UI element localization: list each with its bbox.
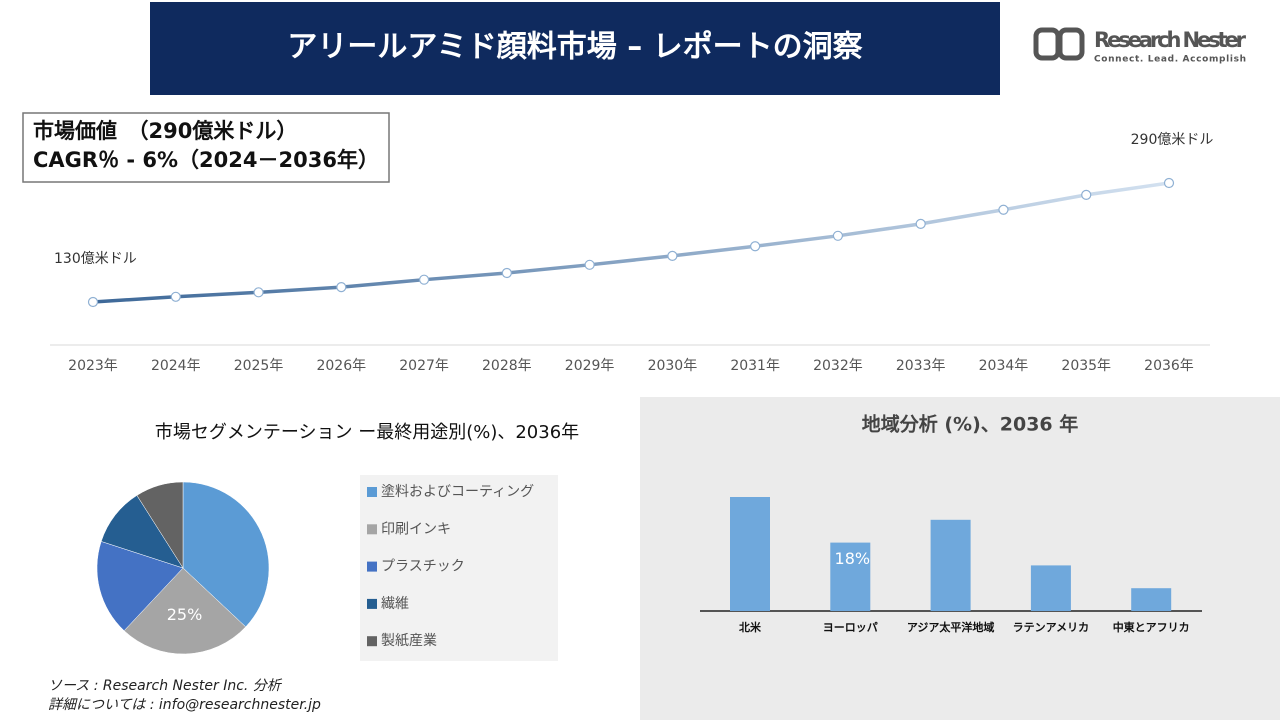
logo: Research Nester Connect. Lead. Accomplis… bbox=[1033, 27, 1247, 65]
source-note: ソース : Research Nester Inc. 分析 bbox=[48, 678, 283, 694]
data-point bbox=[1163, 177, 1175, 189]
legend-box bbox=[360, 475, 558, 661]
x-tick-label: 2030年 bbox=[648, 358, 698, 374]
x-tick-label: 2027年 bbox=[399, 358, 449, 374]
data-point bbox=[253, 287, 264, 298]
pie-title: 市場セグメンテーション ー最終用途別(%)、2036年 bbox=[155, 422, 579, 443]
bar bbox=[930, 519, 971, 611]
legend-label: 塗料およびコーティング bbox=[381, 484, 534, 500]
legend-label: プラスチック bbox=[381, 559, 465, 575]
data-point bbox=[418, 274, 430, 285]
x-tick-label: 2031年 bbox=[730, 358, 780, 374]
logo-name: Research Nester bbox=[1094, 28, 1247, 52]
summary-line: 市場価値 （290億米ドル） bbox=[33, 119, 297, 143]
pie-slice bbox=[96, 541, 184, 632]
data-point bbox=[584, 259, 595, 270]
logo-icon bbox=[1033, 27, 1061, 61]
x-tick-label: 2034年 bbox=[979, 358, 1029, 374]
x-tick-label: 2036年 bbox=[1144, 358, 1194, 374]
x-tick-label: アジア太平洋地域 bbox=[907, 620, 995, 634]
header-title: アリールアミド顔料市場 – レポートの洞察 bbox=[287, 30, 863, 65]
summary-box bbox=[22, 112, 390, 183]
data-point bbox=[87, 296, 99, 308]
x-tick-label: ラテンアメリカ bbox=[1013, 621, 1089, 634]
legend-label: 製紙産業 bbox=[381, 633, 437, 649]
pie-slice bbox=[123, 567, 247, 655]
data-point bbox=[1081, 189, 1092, 200]
pie-slice bbox=[182, 481, 270, 628]
x-tick-label: 2024年 bbox=[151, 358, 201, 374]
legend-swatch bbox=[367, 561, 377, 572]
data-point bbox=[170, 291, 181, 302]
x-tick-label: 北米 bbox=[739, 620, 762, 634]
x-tick-label: ヨーロッパ bbox=[823, 621, 878, 634]
logo-icon bbox=[1057, 27, 1085, 61]
data-label: 18% bbox=[835, 549, 871, 568]
legend-swatch bbox=[367, 524, 377, 535]
legend-swatch bbox=[367, 598, 377, 609]
x-tick-label: 2028年 bbox=[482, 358, 532, 374]
pie-slice bbox=[136, 481, 184, 569]
data-point bbox=[915, 218, 926, 230]
data-point bbox=[667, 250, 678, 261]
data-point bbox=[501, 267, 512, 279]
header-banner bbox=[150, 2, 1000, 95]
data-point bbox=[998, 204, 1009, 215]
bar bbox=[1030, 565, 1071, 611]
bar-title: 地域分析 (%)、2036 年 bbox=[862, 413, 1079, 436]
x-tick-label: 2029年 bbox=[565, 358, 615, 374]
legend-swatch bbox=[367, 487, 377, 497]
data-label: 290億米ドル bbox=[1131, 132, 1214, 148]
bar bbox=[830, 542, 871, 611]
data-point bbox=[750, 241, 761, 252]
legend-swatch bbox=[367, 636, 377, 647]
data-point bbox=[336, 282, 347, 293]
logo-tagline: Connect. Lead. Accomplish bbox=[1094, 55, 1246, 65]
summary-line: CAGR％ - 6%（2024－2036年） bbox=[33, 148, 379, 172]
data-point bbox=[832, 230, 844, 241]
x-tick-label: 2035年 bbox=[1061, 358, 1111, 374]
legend-label: 印刷インキ bbox=[381, 521, 451, 537]
x-tick-label: 2033年 bbox=[896, 358, 946, 374]
data-label: 25% bbox=[167, 605, 203, 624]
x-tick-label: 2025年 bbox=[234, 358, 284, 374]
market-line bbox=[92, 181, 1170, 304]
legend-label: 繊維 bbox=[381, 596, 409, 612]
x-tick-label: 2032年 bbox=[813, 358, 863, 374]
bar bbox=[1131, 588, 1172, 611]
bar bbox=[730, 497, 770, 611]
x-tick-label: 中東とアフリカ bbox=[1113, 620, 1190, 634]
contact-note: 詳細については : info@researchnester.jp bbox=[48, 697, 321, 713]
data-label: 130億米ドル bbox=[54, 251, 137, 267]
x-tick-label: 2023年 bbox=[68, 358, 118, 374]
x-tick-label: 2026年 bbox=[316, 358, 366, 374]
